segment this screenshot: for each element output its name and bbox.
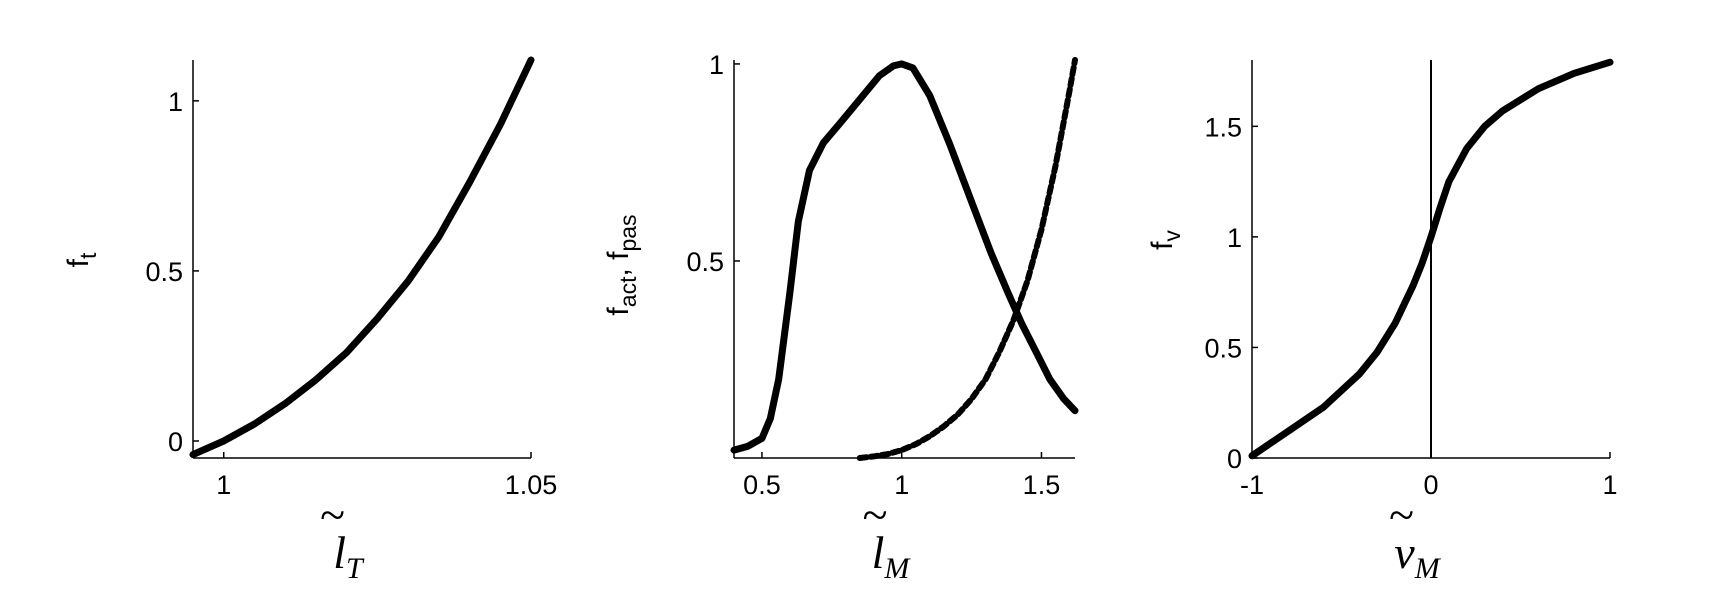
y-tick-label: 0.5 xyxy=(1204,333,1242,363)
x-axis-label: lT xyxy=(333,527,365,585)
x-axis-label-tilde: ~ xyxy=(1389,489,1414,540)
x-axis-label: lM xyxy=(872,527,912,585)
y-tick-label: 1 xyxy=(1227,223,1242,253)
label-part: f xyxy=(602,307,635,316)
label-part: l xyxy=(333,527,346,578)
series-line-solid xyxy=(730,60,1079,454)
label-part: act xyxy=(615,276,641,307)
label-separator: , xyxy=(602,260,635,277)
series-line-solid xyxy=(1248,58,1614,460)
y-axis-label: fv xyxy=(1146,230,1185,250)
x-tick-label: 0.5 xyxy=(743,470,781,500)
x-axis-label: vM xyxy=(1394,527,1441,585)
series-line-dashed xyxy=(856,57,1078,461)
x-tick-label: 1 xyxy=(1602,470,1617,500)
y-tick-label: 1 xyxy=(168,87,183,117)
label-part: T xyxy=(346,552,365,585)
label-part: f xyxy=(602,251,635,260)
label-part: v xyxy=(1394,527,1415,578)
x-tick-label: 0 xyxy=(1423,470,1438,500)
label-part: M xyxy=(1414,552,1442,585)
label-part: v xyxy=(1159,230,1185,242)
x-tick-label: 1.05 xyxy=(505,470,558,500)
label-part: f xyxy=(62,258,95,267)
label-part: f xyxy=(1146,241,1179,250)
panel-tendon-force: 1 1.05 0 0.5 1 lT~ ft xyxy=(62,56,558,585)
x-tick-label: 1 xyxy=(216,470,231,500)
y-tick-label: 1 xyxy=(709,50,724,80)
y-tick-label: 0.5 xyxy=(686,247,724,277)
y-axis-label: ft xyxy=(62,252,101,267)
series-line-solid xyxy=(189,56,535,459)
x-tick-label: -1 xyxy=(1240,470,1264,500)
x-axis-label-tilde: ~ xyxy=(862,489,887,540)
y-tick-label: 0 xyxy=(1227,444,1242,474)
x-tick-label: 1.5 xyxy=(1023,470,1061,500)
y-axis-label: fact, fpas xyxy=(602,214,641,315)
y-tick-label: 1.5 xyxy=(1204,112,1242,142)
x-tick-label: 1 xyxy=(894,470,909,500)
label-part: t xyxy=(75,252,101,259)
label-part: pas xyxy=(615,214,641,251)
x-axis-label-tilde: ~ xyxy=(320,489,345,540)
label-part: M xyxy=(883,552,911,585)
panel-force-velocity: -1 0 100.511.5vM~fv xyxy=(1146,58,1618,585)
y-tick-label: 0.5 xyxy=(145,257,183,287)
label-part: l xyxy=(872,527,885,578)
y-tick-label: 0 xyxy=(168,427,183,457)
